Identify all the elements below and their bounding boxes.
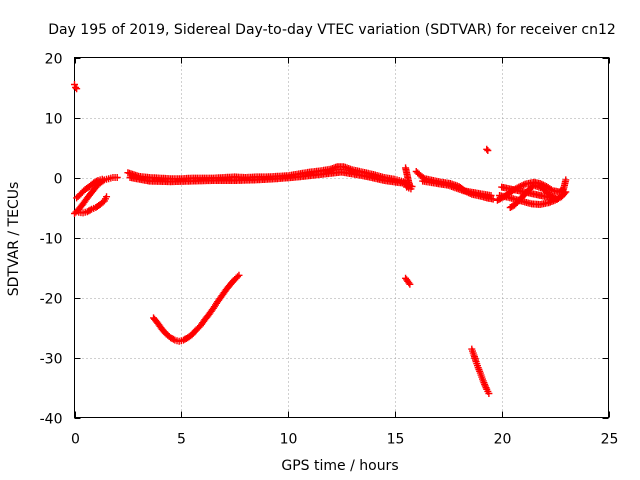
y-tick-label: 20 xyxy=(45,52,63,68)
data-point xyxy=(406,280,414,288)
data-point xyxy=(485,390,493,397)
tick-labels: 0 5 10 15 20 25 -40 -30 -20 -10 0 10 20 xyxy=(40,52,619,448)
data-point-fill xyxy=(520,181,528,189)
data-point xyxy=(481,381,489,388)
axis-ticks xyxy=(74,57,610,419)
data-point-fill xyxy=(419,174,427,182)
data-points xyxy=(71,81,570,397)
x-tick-label: 0 xyxy=(71,432,80,448)
data-point xyxy=(407,185,415,193)
y-tick-label: 10 xyxy=(45,112,63,128)
data-point-fill xyxy=(547,186,555,194)
data-point-fill xyxy=(234,273,242,281)
x-tick-label: 5 xyxy=(177,432,186,448)
data-point-fill xyxy=(518,182,526,190)
data-point-fill xyxy=(561,189,569,197)
data-point xyxy=(484,147,492,154)
x-tick-label: 10 xyxy=(280,432,298,448)
chart-title: Day 195 of 2019, Sidereal Day-to-day VTE… xyxy=(48,22,616,38)
data-point xyxy=(562,176,570,184)
x-tick-label: 15 xyxy=(387,432,405,448)
y-tick-label: -30 xyxy=(40,352,63,368)
data-point-fill xyxy=(481,382,489,390)
data-point xyxy=(103,193,111,201)
data-point xyxy=(113,174,121,181)
data-point xyxy=(562,188,570,196)
data-point-fill xyxy=(405,279,413,287)
y-axis-title: SDTVAR / TECUs xyxy=(6,182,22,297)
x-tick-label: 25 xyxy=(601,432,619,448)
data-point-fill xyxy=(169,335,177,343)
plot-frame xyxy=(74,57,609,418)
grid-lines xyxy=(74,57,609,418)
data-point xyxy=(98,175,106,183)
data-point xyxy=(73,85,81,93)
data-point xyxy=(487,192,495,199)
data-point xyxy=(483,145,491,153)
data-point xyxy=(72,84,80,91)
data-point-fill xyxy=(93,177,101,185)
data-point-fill xyxy=(482,384,490,392)
x-tick-label: 20 xyxy=(494,432,512,448)
y-tick-label: -20 xyxy=(40,292,63,308)
data-point-fill xyxy=(86,206,94,214)
y-tick-label: -40 xyxy=(40,412,63,428)
y-tick-label: -10 xyxy=(40,232,63,248)
y-tick-label: 0 xyxy=(54,172,63,188)
x-axis-title: GPS time / hours xyxy=(281,458,398,474)
data-point xyxy=(498,183,506,191)
data-point xyxy=(235,271,243,279)
